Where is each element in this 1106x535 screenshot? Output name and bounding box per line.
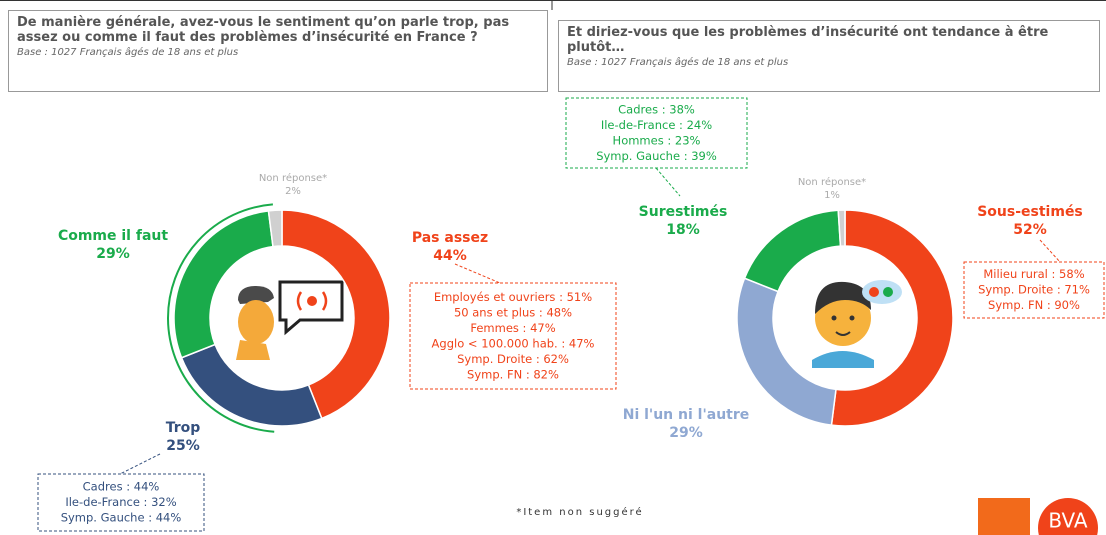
icon-person [812, 280, 902, 368]
chart-subtitle: Base : 1027 Français âgés de 18 ans et p… [17, 47, 539, 58]
page: BVA *Item non suggéré Pas assez 44% Trop 25… [0, 0, 1106, 535]
logo-square [978, 498, 1030, 535]
segment-value: 44% [433, 248, 467, 264]
callout-text: Ile-de-France : 24% [601, 118, 712, 132]
callout-text: Cadres : 44% [83, 480, 160, 494]
segment-label: Non réponse* [259, 172, 327, 184]
segment-label: Ni l'un ni l'autre [623, 407, 750, 423]
callout-text: Cadres : 38% [618, 102, 695, 116]
segment-value: 29% [669, 425, 703, 441]
callout-text: Milieu rural : 58% [983, 267, 1084, 281]
segment-value: 1% [824, 190, 840, 201]
title-box: Et diriez-vous que les problèmes d’inséc… [558, 20, 1100, 92]
callout-text: 50 ans et plus : 48% [454, 305, 572, 319]
chart-title: De manière générale, avez-vous le sentim… [17, 15, 539, 45]
callout-text: Symp. Droite : 62% [457, 352, 569, 366]
segment-value: 25% [166, 438, 200, 454]
callout-text: Symp. FN : 90% [988, 298, 1080, 312]
segment-label: Non réponse* [798, 176, 866, 188]
callout-leader [120, 454, 160, 474]
chart-subtitle: Base : 1027 Français âgés de 18 ans et p… [567, 57, 1091, 68]
footnote: *Item non suggéré [516, 506, 643, 518]
segment-value: 52% [1013, 222, 1047, 238]
title-box: De manière générale, avez-vous le sentim… [8, 10, 548, 92]
segment-label: Pas assez [412, 230, 488, 246]
callout-leader [455, 264, 500, 283]
segment-label: Surestimés [639, 204, 728, 220]
callout-text: Employés et ouvriers : 51% [434, 290, 592, 304]
logo-text: BVA [1048, 509, 1088, 533]
callout-text: Femmes : 47% [470, 321, 555, 335]
callout-text: Symp. Gauche : 39% [596, 149, 717, 163]
callout-text: Agglo < 100.000 hab. : 47% [432, 336, 595, 350]
callout-text: Symp. FN : 82% [467, 367, 559, 381]
segment-value: 2% [285, 186, 301, 197]
segment-label: Trop [166, 420, 201, 436]
donut-segment [745, 210, 841, 291]
callout-text: Hommes : 23% [613, 133, 701, 147]
callout-leader [1040, 240, 1060, 262]
icon-speaker [236, 282, 342, 360]
callout-text: Symp. Droite : 71% [978, 283, 1090, 297]
callout-text: Ile-de-France : 32% [65, 495, 176, 509]
chart-title: Et diriez-vous que les problèmes d’inséc… [567, 25, 1091, 55]
callout-text: Symp. Gauche : 44% [61, 511, 182, 525]
callout-leader [656, 168, 680, 196]
segment-label: Sous-estimés [977, 204, 1083, 220]
segment-value: 18% [666, 222, 700, 238]
segment-label: Comme il faut [58, 228, 168, 244]
segment-value: 29% [96, 246, 130, 262]
